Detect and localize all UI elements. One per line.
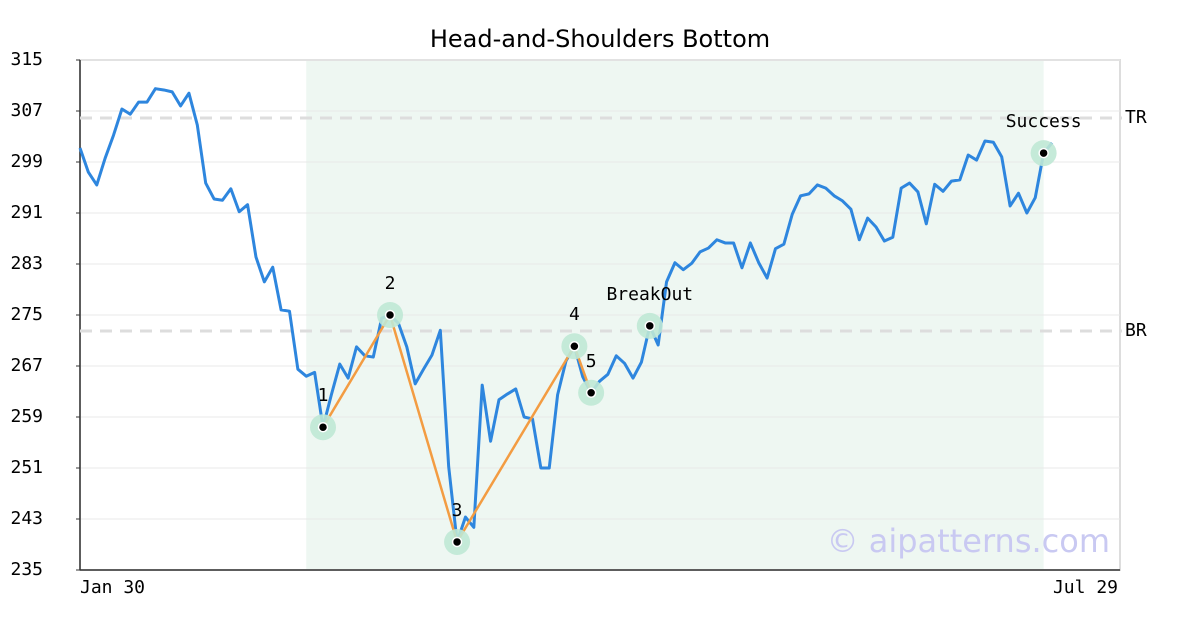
- pattern-marker: [1038, 147, 1049, 159]
- y-tick-label: 315: [10, 49, 43, 70]
- pattern-label: 1: [318, 385, 329, 406]
- y-tick-label: 299: [10, 151, 43, 172]
- y-tick-label: 267: [10, 355, 43, 376]
- pattern-label: 4: [569, 304, 580, 325]
- pattern-marker: [317, 421, 329, 433]
- y-tick-label: 275: [10, 304, 43, 325]
- pattern-label: BreakOut: [606, 284, 693, 305]
- pattern-marker: [585, 387, 597, 399]
- pattern-label: Success: [1006, 111, 1082, 132]
- reference-label: TR: [1125, 107, 1147, 128]
- y-tick-label: 251: [10, 457, 43, 478]
- pattern-label: 3: [452, 500, 463, 521]
- pattern-marker: [569, 340, 580, 352]
- pattern-label: 2: [385, 273, 396, 294]
- y-tick-label: 307: [10, 100, 43, 121]
- pattern-marker: [644, 320, 656, 332]
- chart-title: Head-and-Shoulders Bottom: [430, 25, 770, 53]
- reference-label: BR: [1125, 320, 1147, 341]
- watermark: © aipatterns.com: [827, 522, 1110, 560]
- pattern-marker: [384, 309, 396, 321]
- y-tick-label: 243: [10, 508, 43, 529]
- y-tick-label: 235: [10, 559, 43, 580]
- y-tick-label: 283: [10, 253, 43, 274]
- y-tick-label: 291: [10, 202, 43, 223]
- pattern-label: 5: [586, 351, 597, 372]
- pattern-marker: [451, 536, 463, 548]
- y-tick-label: 259: [10, 406, 43, 427]
- x-tick-label: Jan 30: [80, 577, 145, 598]
- x-tick-label: Jul 29: [1053, 577, 1118, 598]
